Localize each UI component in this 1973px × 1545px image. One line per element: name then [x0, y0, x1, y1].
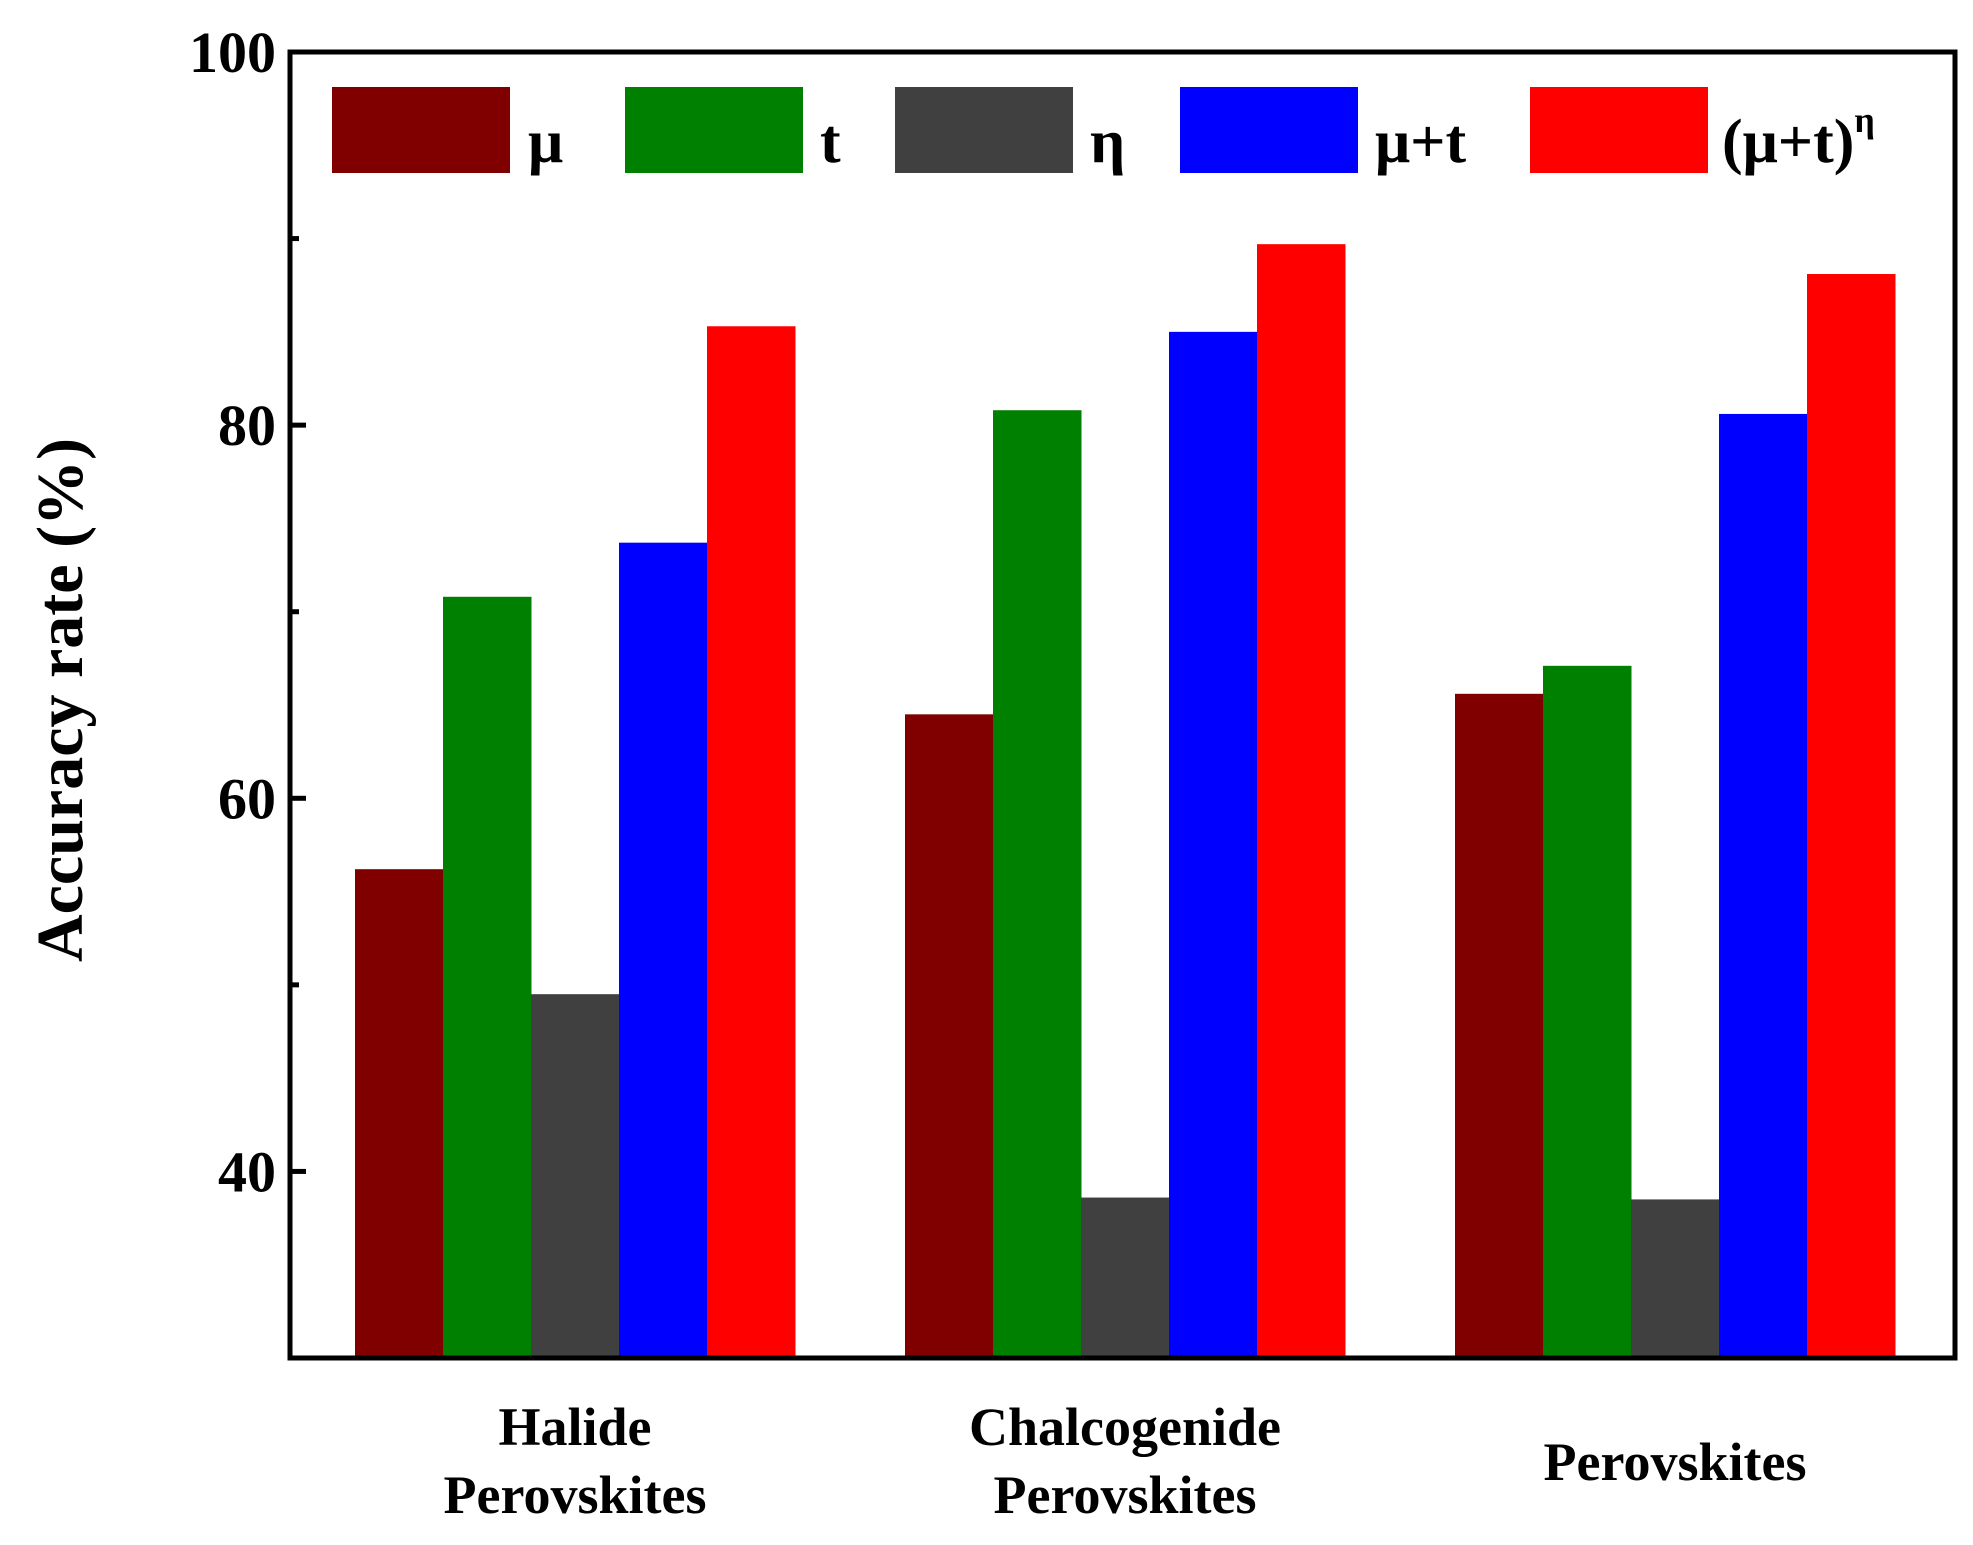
bar-4-group-1 [619, 542, 708, 1358]
legend-swatch-4 [1180, 87, 1358, 173]
bar-2-group-3 [1543, 665, 1632, 1358]
y-tick-label: 80 [218, 393, 276, 458]
bar-5-group-3 [1807, 274, 1896, 1358]
legend-label-2: t [820, 108, 841, 176]
legend-swatch-5 [1530, 87, 1708, 173]
bar-5-group-2 [1257, 244, 1346, 1358]
bar-1-group-2 [905, 714, 994, 1358]
y-tick-label: 100 [189, 20, 276, 85]
legend: μ t η μ+t (μ+t)η [332, 87, 1875, 176]
bar-3-group-1 [531, 994, 620, 1358]
legend-swatch-3 [895, 87, 1073, 173]
y-axis-label: Accuracy rate (%) [24, 438, 97, 962]
bar-2-group-1 [443, 596, 532, 1358]
bar-1-group-3 [1455, 693, 1544, 1358]
bar-3-group-2 [1081, 1197, 1170, 1358]
y-ticks: 40 60 80 100 [189, 20, 306, 1204]
legend-label-4: μ+t [1375, 108, 1466, 176]
y-tick-label: 40 [218, 1139, 276, 1204]
bar-4-group-3 [1719, 413, 1808, 1358]
bar-1-group-1 [355, 869, 444, 1358]
bar-4-group-2 [1169, 331, 1258, 1358]
bars-layer [355, 244, 1896, 1358]
axes-layer [287, 49, 1958, 1361]
x-category-label: Halide Perovskites [444, 1397, 707, 1525]
legend-label-3: η [1090, 108, 1125, 176]
x-category-label: Chalcogenide Perovskites [969, 1397, 1281, 1525]
legend-label-5: (μ+t)η [1722, 100, 1875, 176]
x-category-labels: Halide Perovskites Chalcogenide Perovskites… [444, 1397, 1807, 1525]
y-tick-label: 60 [218, 766, 276, 831]
bar-2-group-2 [993, 410, 1082, 1358]
legend-label-1: μ [528, 108, 563, 176]
legend-swatch-1 [332, 87, 510, 173]
x-category-label: Perovskites [1544, 1432, 1807, 1492]
bar-3-group-3 [1631, 1199, 1720, 1358]
plot-frame [287, 49, 1958, 1361]
bar-5-group-1 [707, 326, 796, 1358]
legend-swatch-2 [625, 87, 803, 173]
